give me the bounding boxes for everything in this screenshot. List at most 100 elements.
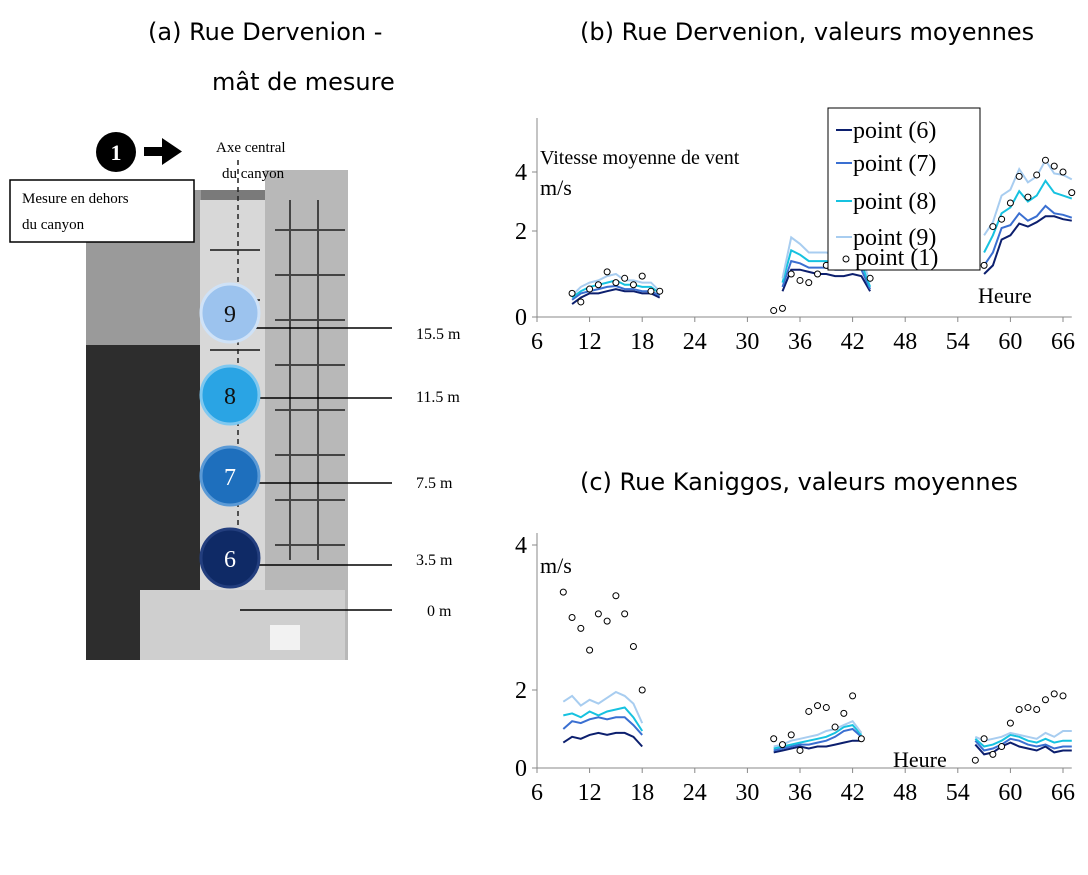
chart-b-series-point6-segment-2: [983, 215, 1072, 275]
chart-b-point1-marker-10: [656, 287, 664, 295]
chart-b-point1-marker-15: [805, 279, 813, 287]
legend-point1-marker: [842, 255, 850, 263]
legend-point1-label: point (1): [855, 245, 938, 271]
chart-b-series-point7-segment-2: [983, 204, 1073, 266]
chart-b-series-point9-segment-1: [781, 235, 872, 283]
chart-b-series-point8-segment-1: [781, 248, 872, 288]
chart-c-point1-marker-0: [559, 588, 567, 596]
chart-c-point1-marker-12: [787, 731, 795, 739]
chart-c-point1-marker-8: [629, 643, 637, 650]
chart-c-xtick-label-54: 54: [946, 780, 970, 806]
chart-b-xlabel: Heure: [978, 283, 1032, 308]
height-label-6: 3.5 m: [416, 552, 453, 569]
chart-c-point1-marker-16: [822, 704, 830, 712]
chart-b-point1-marker-32: [1059, 168, 1067, 176]
chart-b-point1-marker-18: [831, 251, 839, 259]
chart-b-point1-marker-1: [577, 298, 585, 306]
height-label-7: 7.5 m: [416, 475, 453, 492]
sensor-9-label: 9: [224, 302, 236, 328]
outside-measurement-box: [9, 179, 195, 243]
chart-c-ytick-label-0: 0: [515, 756, 527, 782]
right-arrow-icon: [144, 138, 182, 165]
chart-b-xtick-label-42: 42: [841, 329, 865, 355]
chart-b-xtick-label-24: 24: [683, 329, 707, 355]
chart-c-series-point6-segment-1: [773, 739, 862, 754]
chart-b-legend: point (6) point (7) point (8) point (9) …: [827, 107, 981, 271]
chart-b-xtick-label-30: 30: [735, 329, 759, 355]
chart-b-point1-marker-16: [814, 270, 822, 278]
chart-b-point1-marker-31: [1050, 162, 1058, 170]
chart-c-series-point7-segment-0: [562, 716, 643, 736]
chart-c-ylabel: m/s: [540, 553, 572, 578]
chart-b-series-point9-segment-2: [983, 158, 1073, 236]
chart-b-point1-marker-14: [796, 276, 804, 284]
height-label-8: 11.5 m: [416, 389, 460, 406]
axis-label-line1: Axe central: [216, 140, 286, 156]
chart-c-series-point6-segment-0: [562, 731, 643, 748]
chart-c-ytick-label-2: 2: [515, 678, 527, 704]
chart-b-xtick-label-48: 48: [893, 329, 917, 355]
chart-c-point1-marker-19: [849, 692, 857, 700]
sensor-9: 9: [199, 282, 261, 344]
legend-point8-label: point (8): [853, 189, 936, 215]
chart-b-point1-marker-8: [638, 272, 646, 280]
chart-c-point1-marker-17: [831, 723, 839, 731]
panel-a-title-line1: (a) Rue Dervenion -: [148, 18, 383, 46]
chart-b-xtick-label-6: 6: [531, 329, 543, 355]
chart-b-ytick-label-2: 2: [515, 219, 527, 245]
chart-c-point1-marker-23: [989, 750, 997, 758]
chart-b-ytick-label-0: 0: [515, 305, 527, 331]
chart-b-point1-marker-5: [612, 279, 620, 287]
chart-c-point1-marker-22: [980, 735, 988, 743]
chart-c-xtick-label-6: 6: [531, 780, 543, 806]
chart-b-point1-marker-4: [603, 268, 611, 276]
outside-label-line1: Mesure en dehors: [22, 191, 129, 207]
street-photo: [86, 170, 348, 660]
panel-c-title: (c) Rue Kaniggos, valeurs moyennes: [580, 468, 1018, 496]
chart-c-point1-marker-11: [778, 741, 786, 749]
chart-b-point1-marker-24: [989, 223, 997, 231]
chart-c-point1-marker-25: [1006, 719, 1014, 727]
chart-b-xtick-label-12: 12: [578, 329, 602, 355]
chart-b-point1-marker-17: [822, 261, 830, 269]
chart-c-series-point7-segment-2: [974, 737, 1072, 752]
chart-b-point1-marker-27: [1015, 172, 1023, 180]
chart-c-point1-marker-21: [971, 756, 979, 764]
chart-c-xtick-label-18: 18: [630, 780, 654, 806]
sensor-8: 8: [199, 364, 261, 426]
chart-c-point1-marker-9: [638, 686, 646, 694]
chart-c-point1-marker-26: [1015, 706, 1023, 713]
chart-b-ylabel: m/s: [540, 175, 572, 200]
chart-c-point1-marker-4: [594, 610, 602, 618]
chart-b-point1-marker-3: [594, 281, 602, 289]
chart-b-series-point7-segment-1: [781, 259, 872, 290]
sensor-7-label: 7: [224, 465, 236, 491]
chart-b-point1-marker-30: [1041, 156, 1049, 164]
chart-c-series-point9-segment-2: [974, 730, 1072, 742]
chart-c-series-point8-segment-2: [974, 733, 1072, 748]
panel-a-title-line2: mât de mesure: [212, 68, 395, 96]
chart-b-point1-marker-26: [1006, 199, 1014, 207]
chart-b-xtick-label-18: 18: [630, 329, 654, 355]
chart-b-point1-marker-6: [621, 274, 629, 282]
chart-b-point1-marker-28: [1024, 193, 1032, 201]
chart-b-point1-marker-2: [586, 285, 594, 293]
chart-b-text: Vitesse moyenne de vent m/s Heure: [540, 147, 1032, 308]
chart-b-series-point9-segment-0: [571, 272, 661, 297]
chart-b-point1-marker-19: [840, 253, 848, 261]
chart-c-series-point7-segment-1: [773, 727, 863, 752]
chart-c-point1-marker-27: [1024, 704, 1032, 712]
chart-c-series-point9-segment-0: [562, 690, 644, 724]
axis-label-line2: du canyon: [222, 166, 285, 182]
chart-b-point1-marker-13: [787, 270, 795, 278]
chart-c-xtick-label-42: 42: [841, 780, 865, 806]
chart-b-point1-marker-11: [770, 307, 778, 315]
chart-b-point1-marker-33: [1068, 189, 1076, 197]
sensor-6-label: 6: [224, 547, 236, 573]
chart-c-xlabel: Heure: [893, 747, 947, 772]
chart-b-point1-marker-7: [629, 281, 637, 289]
chart-b-xtick-label-36: 36: [788, 329, 812, 355]
sensor-7: 7: [199, 445, 261, 507]
chart-b-point1-marker-23: [980, 261, 988, 269]
chart-c-series-point6-segment-2: [974, 741, 1072, 756]
